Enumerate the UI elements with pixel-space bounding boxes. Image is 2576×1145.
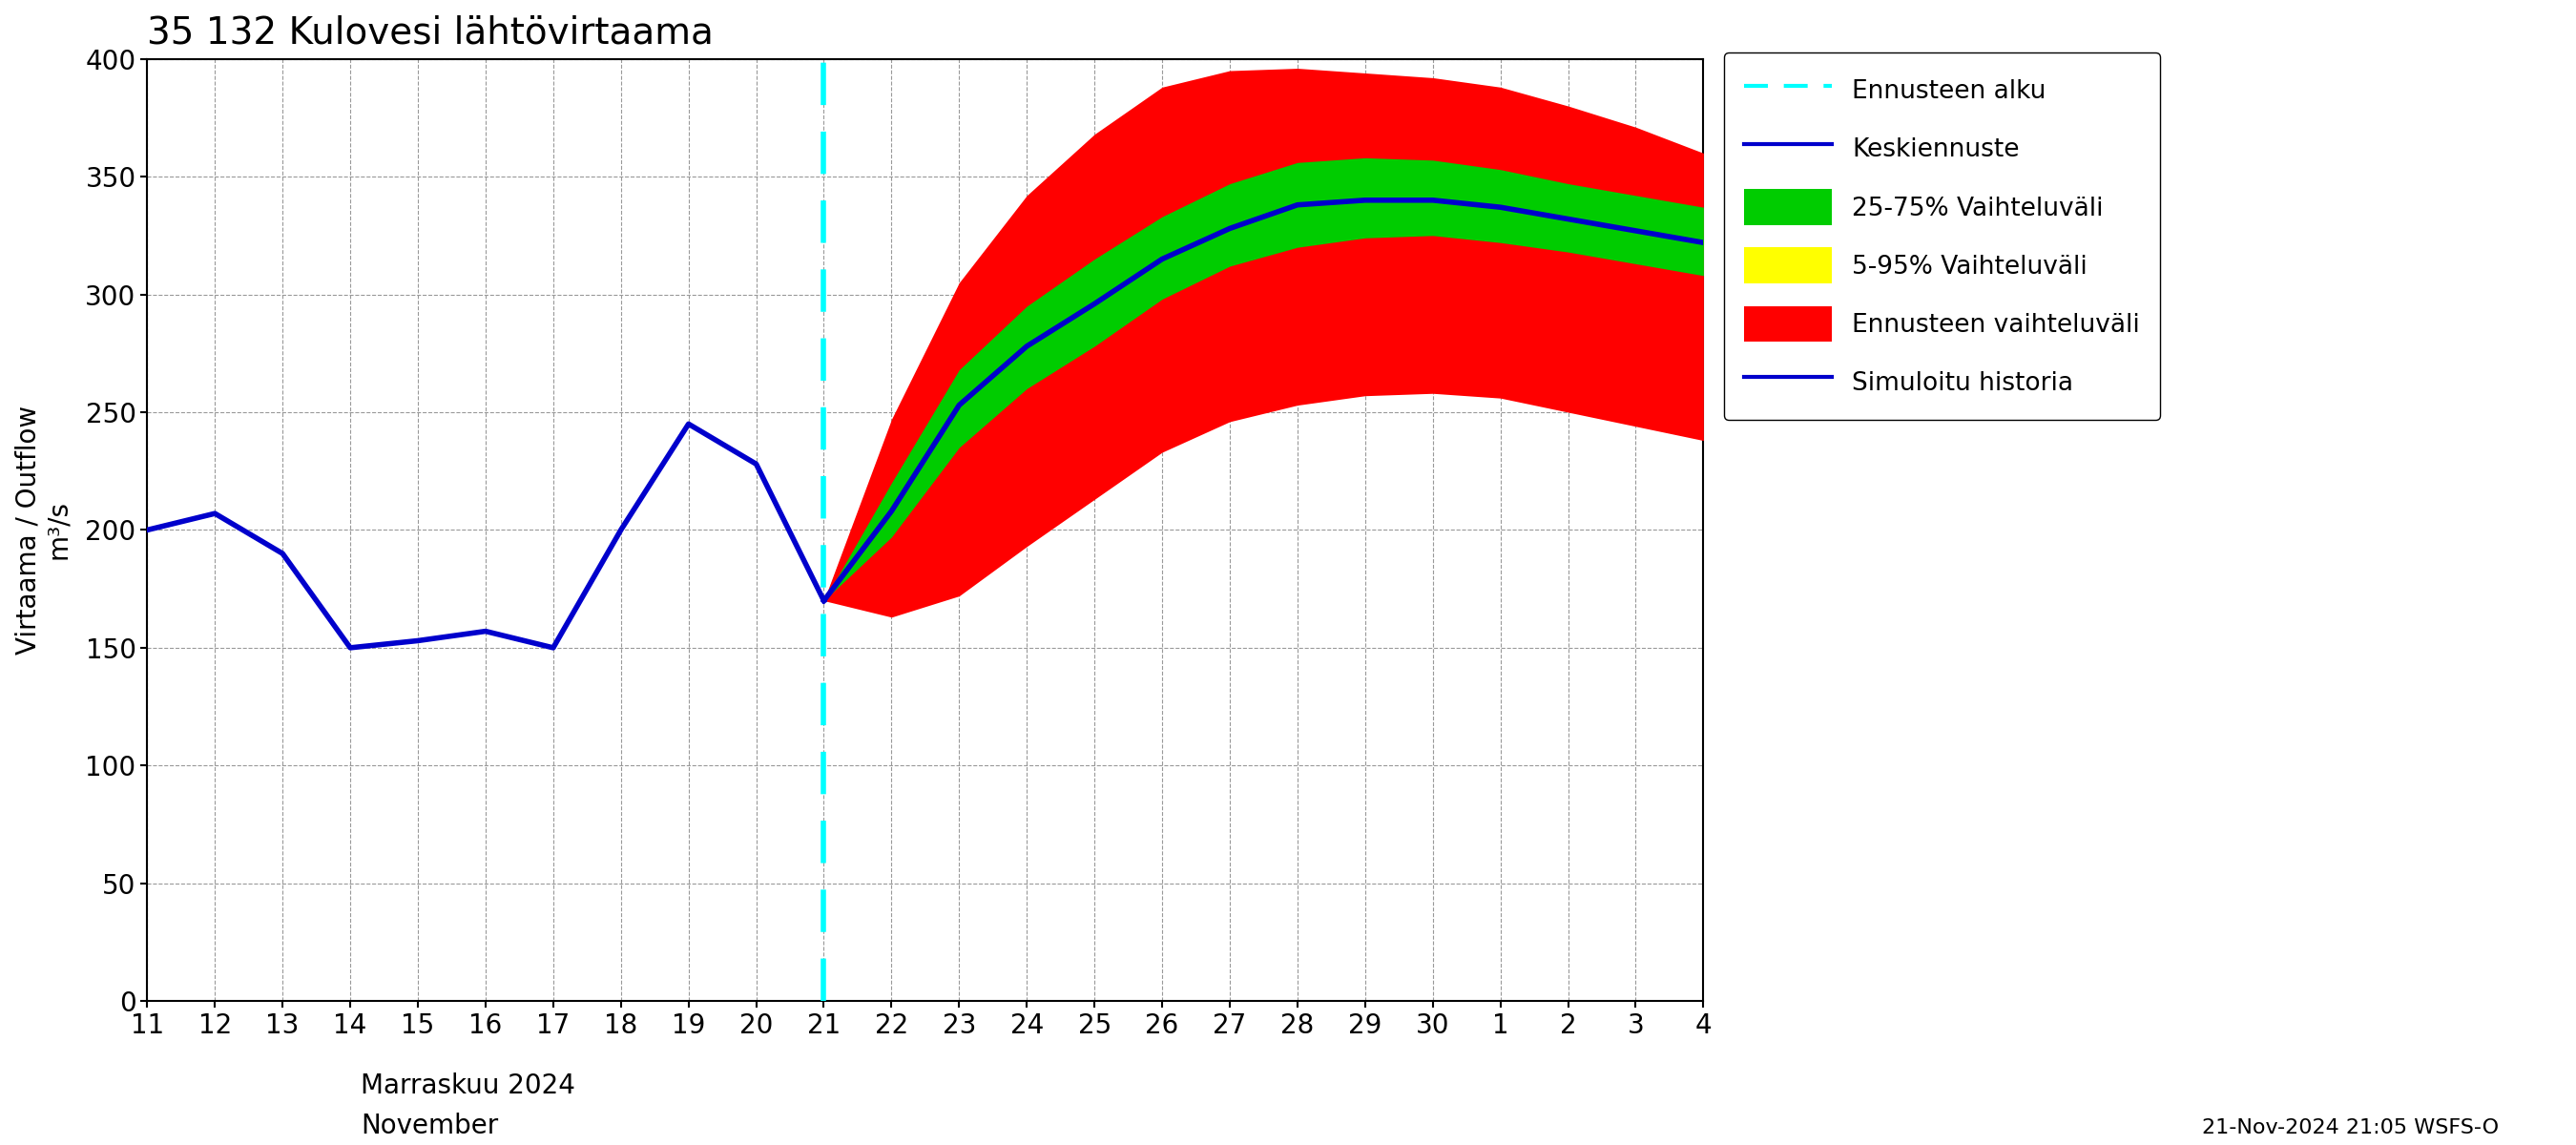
Text: 35 132 Kulovesi lähtövirtaama: 35 132 Kulovesi lähtövirtaama (147, 14, 714, 50)
Legend: Ennusteen alku, Keskiennuste, 25-75% Vaihteluväli, 5-95% Vaihteluväli, Ennusteen: Ennusteen alku, Keskiennuste, 25-75% Vai… (1723, 53, 2161, 420)
Text: November: November (361, 1113, 497, 1139)
Y-axis label: Virtaama / Outflow
m³/s: Virtaama / Outflow m³/s (15, 405, 72, 655)
Text: 21-Nov-2024 21:05 WSFS-O: 21-Nov-2024 21:05 WSFS-O (2202, 1119, 2499, 1137)
Text: Marraskuu 2024: Marraskuu 2024 (361, 1073, 574, 1099)
